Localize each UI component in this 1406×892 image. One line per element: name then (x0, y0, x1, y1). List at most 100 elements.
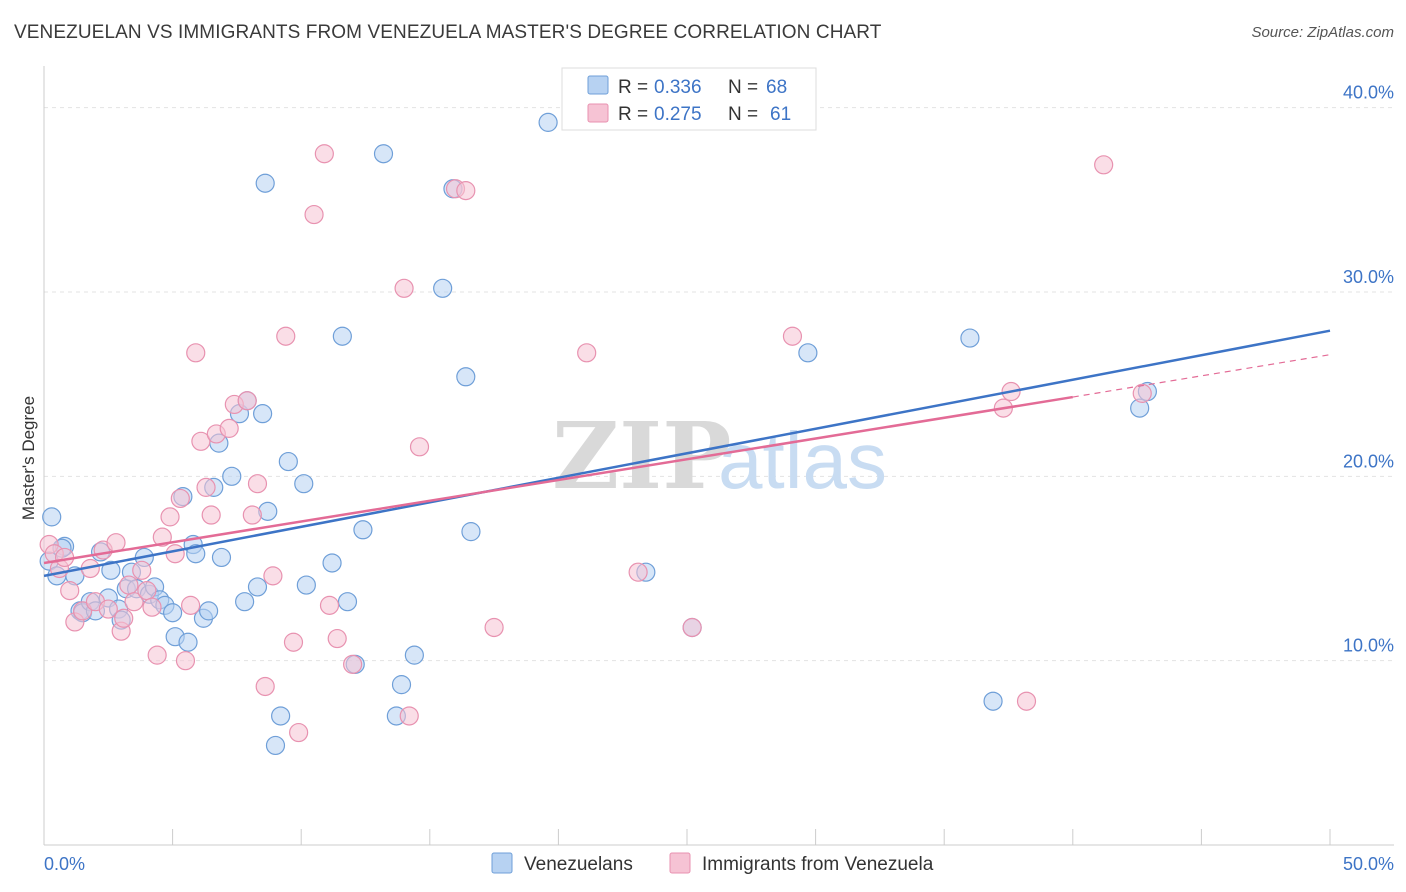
immigrants-point (181, 595, 201, 615)
immigrants-point (782, 326, 803, 346)
immigrants-point (283, 632, 304, 652)
immigrants-point (170, 488, 190, 509)
venezuelans-point (42, 507, 62, 527)
immigrants-point (409, 437, 430, 457)
source-label: Source: ZipAtlas.com (1251, 24, 1394, 41)
immigrants-trend-line (43, 395, 1073, 565)
legend-n-label-venezuelans: N = (728, 77, 758, 98)
venezuelans-point (247, 577, 268, 597)
x-tick-label-min: 0.0% (44, 854, 85, 874)
legend-n-value-venezuelans: 68 (766, 77, 787, 98)
correlation-legend: R = 0.336 N = 68 R = 0.275 N = 61 (561, 67, 817, 131)
immigrants-point (394, 278, 414, 298)
venezuelans-point (461, 522, 481, 542)
venezuelans-point (337, 592, 358, 612)
immigrants-point (456, 181, 476, 201)
venezuelans-point (960, 328, 980, 348)
immigrants-point (628, 562, 648, 582)
immigrants-point (201, 505, 221, 525)
legend-swatch-venezuelans (587, 75, 609, 95)
venezuelans-point (983, 691, 1003, 711)
immigrants-point (191, 431, 211, 451)
venezuelans-point (456, 367, 476, 387)
series-label-venezuelans: Venezuelans (524, 854, 633, 875)
venezuelans-point (798, 343, 818, 363)
venezuelans-point (373, 144, 394, 164)
immigrants-point (175, 651, 196, 671)
immigrants-point (343, 654, 363, 674)
immigrants-point (114, 608, 134, 628)
immigrants-point (152, 527, 172, 547)
venezuelans-point (278, 451, 298, 472)
immigrants-point (682, 617, 702, 638)
venezuelans-trend-line (43, 329, 1331, 578)
venezuelans-point (265, 735, 286, 756)
y-tick-labels: 10.0% 20.0% 30.0% 40.0% (1343, 83, 1394, 656)
legend-r-value-immigrants: 0.275 (654, 104, 702, 125)
legend-n-value-immigrants: 61 (770, 104, 791, 125)
legend-r-label-immigrants: R = (618, 104, 648, 125)
venezuelans-point (296, 575, 316, 595)
venezuelans-point (271, 706, 291, 726)
immigrants-point (147, 645, 167, 665)
venezuelans-point (538, 112, 558, 132)
immigrants-point (1016, 691, 1037, 711)
venezuelans-point (353, 520, 373, 540)
venezuelans-point (294, 474, 314, 494)
venezuelans-point (332, 326, 352, 346)
series-swatch-immigrants (669, 852, 691, 874)
legend-swatch-immigrants (587, 103, 609, 123)
immigrants-point (255, 676, 275, 697)
venezuelans-point (199, 601, 219, 621)
immigrants-point (399, 706, 419, 726)
venezuelans-point (163, 603, 183, 623)
y-axis-label: Master's Degree (19, 396, 38, 520)
legend-n-label-immigrants: N = (728, 104, 758, 125)
chart-title: VENEZUELAN VS IMMIGRANTS FROM VENEZUELA … (14, 22, 882, 43)
immigrants-trend-extension (1072, 354, 1331, 398)
venezuelans-point (322, 553, 342, 573)
immigrants-point (98, 599, 118, 619)
venezuelans-point (178, 632, 198, 652)
venezuelans-point (222, 466, 242, 486)
axes (43, 66, 1394, 846)
immigrants-point (314, 144, 334, 164)
immigrants-point (196, 477, 216, 497)
y-tick-label: 20.0% (1343, 451, 1394, 471)
immigrants-point (304, 204, 324, 225)
grid-lines (44, 107, 1394, 662)
series-label-immigrants: Immigrants from Venezuela (702, 854, 934, 875)
immigrants-point (247, 474, 268, 494)
immigrants-point (106, 533, 126, 553)
immigrants-point (276, 326, 296, 346)
immigrants-point (137, 581, 157, 601)
immigrants-point (577, 343, 597, 363)
immigrants-point (484, 617, 504, 638)
immigrants-points (39, 144, 1152, 743)
immigrants-point (142, 597, 162, 617)
immigrants-point (124, 592, 144, 612)
series-legend: Venezuelans Immigrants from Venezuela (491, 852, 934, 875)
trend-lines (43, 329, 1331, 578)
y-tick-label: 40.0% (1343, 83, 1394, 103)
immigrants-point (219, 418, 239, 438)
x-tick-label-max: 50.0% (1343, 854, 1394, 874)
venezuelans-point (186, 544, 206, 564)
venezuelans-point (101, 560, 121, 580)
immigrants-point (1132, 383, 1152, 403)
immigrants-point (60, 581, 80, 601)
immigrants-point (1094, 155, 1114, 175)
venezuelans-point (391, 675, 412, 695)
immigrants-point (165, 544, 185, 564)
venezuelans-point (433, 278, 453, 298)
immigrants-point (160, 507, 180, 527)
immigrants-point (186, 343, 206, 363)
venezuelans-point (235, 592, 255, 612)
y-tick-label: 10.0% (1343, 636, 1394, 656)
venezuelans-point (211, 547, 232, 568)
venezuelans-point (253, 404, 273, 424)
immigrants-point (242, 505, 262, 525)
immigrants-point (327, 628, 347, 649)
immigrants-point (119, 575, 139, 595)
